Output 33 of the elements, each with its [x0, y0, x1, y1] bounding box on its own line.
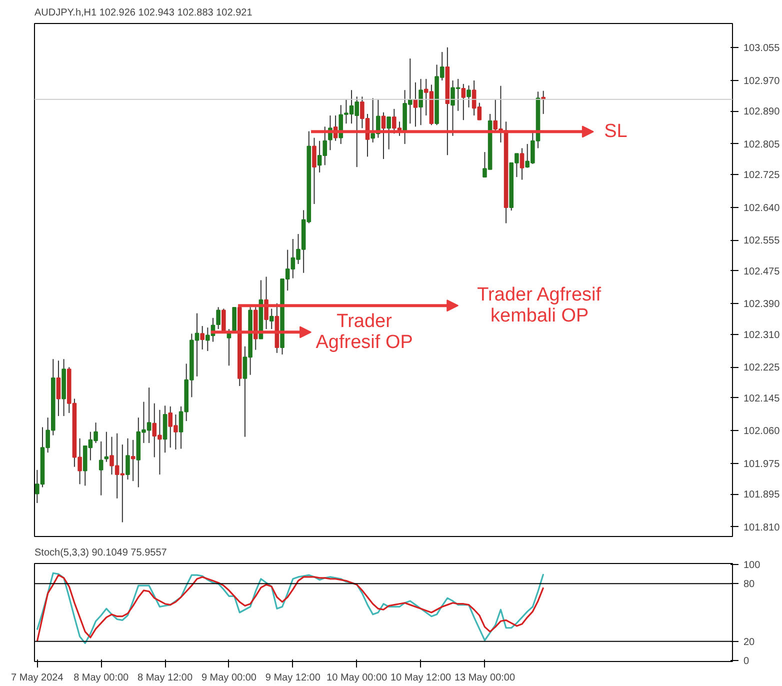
y-tick-label: 102.390 — [744, 299, 780, 310]
y-tick-label: 102.060 — [744, 426, 780, 438]
y-tick-label: 102.310 — [744, 330, 780, 341]
annotation: SL — [604, 121, 628, 142]
y-tick-label: 102.725 — [744, 170, 780, 182]
y-tick-label: 102.640 — [744, 202, 780, 214]
annotation: Trader Agfresif kembali OP — [477, 284, 602, 327]
x-tick-label: 10 May 12:00 — [390, 672, 452, 684]
y-tick-label: 101.895 — [744, 490, 780, 501]
y-tick-label: 102.475 — [744, 266, 780, 278]
x-tick-label: 8 May 00:00 — [74, 672, 130, 684]
y-tick-label: 100 — [744, 560, 761, 571]
y-tick-label: 101.810 — [744, 522, 780, 534]
y-tick-label: 102.555 — [744, 236, 780, 247]
annotation: Trader Agfresif OP — [316, 311, 413, 354]
x-tick-label: 10 May 00:00 — [326, 672, 388, 684]
y-tick-label: 102.890 — [744, 106, 780, 118]
y-tick-label: 103.055 — [744, 43, 780, 54]
x-tick-label: 8 May 12:00 — [138, 672, 193, 684]
y-tick-label: 102.225 — [744, 362, 780, 374]
x-tick-label: 9 May 00:00 — [201, 672, 257, 684]
y-tick-label: 0 — [744, 656, 750, 668]
y-tick-label: 102.970 — [744, 76, 780, 87]
y-tick-label: 80 — [744, 579, 756, 590]
chart-title: AUDJPY.h,H1 102.926 102.943 102.883 102.921 — [34, 8, 253, 18]
x-tick-label: 13 May 00:00 — [454, 672, 516, 684]
y-tick-label: 102.805 — [744, 139, 780, 150]
x-tick-label: 7 May 2024 — [11, 672, 64, 684]
x-tick-label: 9 May 12:00 — [265, 672, 321, 684]
y-tick-label: 101.975 — [744, 458, 780, 470]
y-tick-label: 20 — [744, 636, 756, 648]
chart-title: Stoch(5,3,3) 90.1049 75.9557 — [34, 548, 168, 558]
y-tick-label: 102.145 — [744, 393, 780, 404]
